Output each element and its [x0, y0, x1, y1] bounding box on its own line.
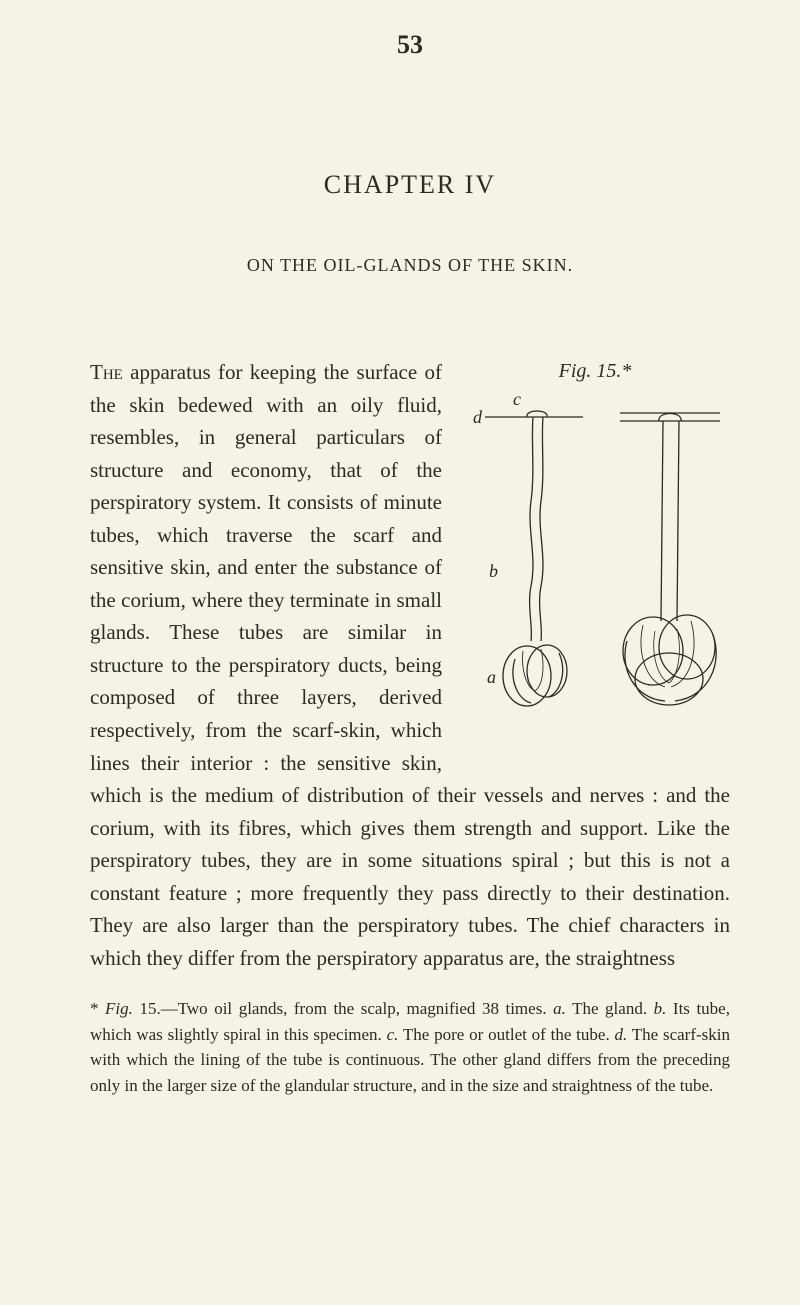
footnote-star: * — [90, 999, 105, 1018]
footnote-text-2: The gland. — [566, 999, 654, 1018]
figure-label-a: a — [487, 667, 496, 687]
footnote-label-b: b. — [654, 999, 667, 1018]
footnote-fig: Fig. — [105, 999, 133, 1018]
footnote-text-1: 15.—Two oil glands, from the scalp, magn… — [133, 999, 553, 1018]
paragraph-lead: The — [90, 360, 123, 384]
footnote: * Fig. 15.—Two oil glands, from the scal… — [90, 996, 730, 1098]
figure-caption: Fig. 15.* — [460, 356, 730, 387]
figure-label-c: c — [513, 391, 521, 409]
chapter-title: CHAPTER IV — [90, 170, 730, 200]
footnote-text-4: The pore or outlet of the tube. — [398, 1025, 614, 1044]
footnote-label-a: a. — [553, 999, 566, 1018]
figure-label-d: d — [473, 407, 483, 427]
footnote-label-d: d. — [615, 1025, 628, 1044]
page: 53 CHAPTER IV ON THE OIL-GLANDS OF THE S… — [0, 0, 800, 1305]
figure-caption-number: 15.* — [591, 360, 631, 382]
oil-glands-diagram: c d b a — [465, 391, 725, 751]
chapter-subtitle: ON THE OIL-GLANDS OF THE SKIN. — [90, 255, 730, 276]
footnote-label-c: c. — [387, 1025, 399, 1044]
figure-label-b: b — [489, 561, 498, 581]
page-number: 53 — [90, 30, 730, 60]
figure-caption-prefix: Fig. — [559, 360, 592, 382]
body-paragraph: Fig. 15.* — [90, 356, 730, 974]
figure-15: Fig. 15.* — [460, 356, 730, 766]
